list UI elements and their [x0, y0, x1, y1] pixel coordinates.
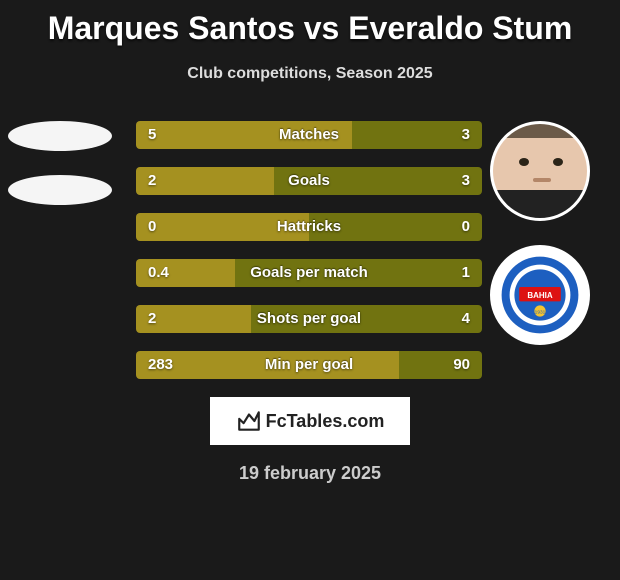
- right-player-avatar: [490, 121, 590, 221]
- left-player-avatar-placeholder: [8, 121, 112, 151]
- stat-bar-right: [235, 259, 482, 287]
- stat-bar-left: [136, 305, 251, 333]
- stat-row: 28390Min per goal: [136, 351, 482, 379]
- stat-row: 0.41Goals per match: [136, 259, 482, 287]
- right-player-column: BAHIA 1931: [490, 121, 590, 369]
- svg-text:1931: 1931: [535, 309, 546, 315]
- brand-logo-icon: [236, 408, 262, 434]
- left-player-column: [8, 121, 112, 229]
- left-club-crest-placeholder: [8, 175, 112, 205]
- stat-bar-right: [251, 305, 482, 333]
- page-title: Marques Santos vs Everaldo Stum: [0, 0, 620, 47]
- stat-row: 24Shots per goal: [136, 305, 482, 333]
- svg-text:BAHIA: BAHIA: [527, 291, 553, 300]
- brand-text: FcTables.com: [266, 411, 385, 432]
- stat-bar-left: [136, 351, 399, 379]
- stat-row: 23Goals: [136, 167, 482, 195]
- right-club-crest: BAHIA 1931: [490, 245, 590, 345]
- page-subtitle: Club competitions, Season 2025: [0, 65, 620, 83]
- stat-bar-left: [136, 121, 352, 149]
- stat-bar-left: [136, 167, 274, 195]
- club-crest-icon: BAHIA 1931: [500, 255, 580, 335]
- stat-row: 53Matches: [136, 121, 482, 149]
- footer-date: 19 february 2025: [0, 463, 620, 484]
- brand-badge: FcTables.com: [210, 397, 410, 445]
- comparison-panel: BAHIA 1931 53Matches 23Goals 00Hattricks 0.…: [0, 121, 620, 379]
- stat-bar-right: [352, 121, 482, 149]
- stat-bar-right: [309, 213, 482, 241]
- stat-bar-right: [274, 167, 482, 195]
- stat-row: 00Hattricks: [136, 213, 482, 241]
- stat-bar-left: [136, 213, 309, 241]
- stat-bar-left: [136, 259, 235, 287]
- stat-bars: 53Matches 23Goals 00Hattricks 0.41Goals per…: [136, 121, 482, 379]
- stat-bar-right: [399, 351, 482, 379]
